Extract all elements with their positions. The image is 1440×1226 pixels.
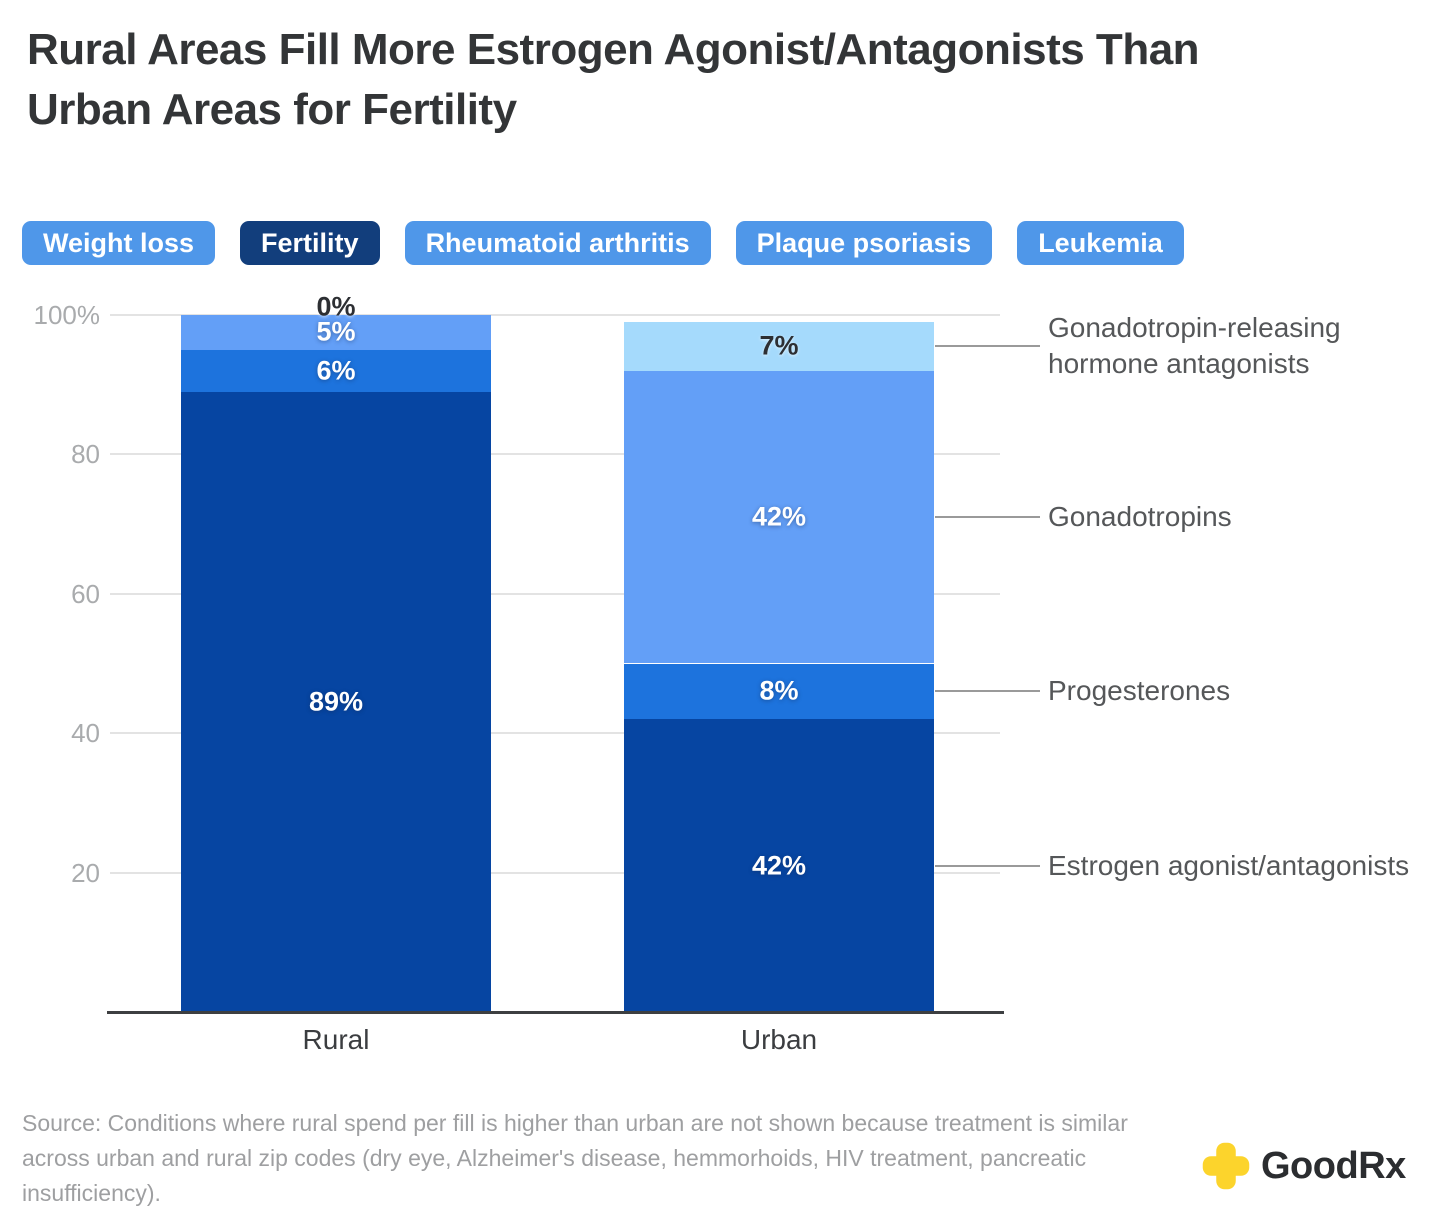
tab-rheumatoid-arthritis[interactable]: Rheumatoid arthritis: [404, 221, 711, 265]
gridline-20: [110, 871, 1000, 874]
value-label-urban-42: 42%: [751, 501, 807, 532]
value-label-rural-6: 6%: [316, 355, 356, 386]
gridline-80: [110, 453, 1000, 456]
series-label-gonadotropins: Gonadotropins: [1048, 501, 1232, 533]
series-label-gonadotropin-releasing-hormone-antagonists: Gonadotropin-releasing hormone antagonis…: [1048, 312, 1341, 380]
annotation-line-progesterones: [935, 690, 1040, 693]
x-axis-label-rural: Rural: [302, 1024, 370, 1055]
page-title-line1: Rural Areas Fill More Estrogen Agonist/A…: [27, 25, 1200, 74]
value-label-urban-7: 7%: [759, 330, 799, 361]
annotation-line-gonadotropin-releasing-hormone-antagonists: [935, 345, 1040, 348]
tab-leukemia[interactable]: Leukemia: [1017, 221, 1184, 265]
gridline-60: [110, 592, 1000, 595]
bar-segment-rural-gonadotropins: [181, 315, 491, 350]
y-axis-tick-20: 20: [71, 857, 100, 888]
value-label-urban-8: 8%: [759, 675, 799, 706]
page-title-line2: Urban Areas for Fertility: [27, 85, 517, 134]
series-label-estrogen-agonist-antagonists: Estrogen agonist/antagonists: [1048, 849, 1410, 881]
series-label-progesterones: Progesterones: [1048, 675, 1231, 707]
bar-segment-rural-estrogen-agonist-antagonists: [181, 391, 491, 1012]
goodrx-logo: GoodRx: [1202, 1142, 1406, 1190]
source-note: Source: Conditions where rural spend per…: [22, 1110, 1128, 1206]
gridline-100: [110, 314, 1000, 316]
x-axis-label-urban: Urban: [740, 1024, 818, 1055]
x-axis-line: [107, 1011, 1004, 1014]
y-axis-tick-100: 100%: [33, 300, 101, 330]
y-axis-tick-60: 60: [71, 578, 100, 609]
y-axis-tick-40: 40: [71, 718, 100, 749]
annotation-line-estrogen-agonist-antagonists: [935, 864, 1040, 867]
page-title: Rural Areas Fill More Estrogen Agonist/A…: [27, 20, 1427, 140]
value-label-rural-89: 89%: [308, 686, 364, 717]
tab-fertility[interactable]: Fertility: [240, 221, 380, 265]
condition-tabs: Weight loss Fertility Rheumatoid arthrit…: [22, 221, 1184, 265]
tab-weight-loss[interactable]: Weight loss: [22, 221, 216, 265]
value-label-rural-5: 5%: [316, 316, 356, 347]
value-label-rural-0: 0%: [316, 291, 356, 322]
tab-plaque-psoriasis[interactable]: Plaque psoriasis: [735, 221, 993, 265]
bar-segment-urban-estrogen-agonist-antagonists: [624, 719, 934, 1012]
bar-segment-urban-gonadotropins: [624, 370, 934, 664]
gridline-40: [110, 732, 1000, 735]
goodrx-logo-text: GoodRx: [1261, 1144, 1406, 1187]
goodrx-cross-icon: [1202, 1142, 1250, 1190]
annotation-line-gonadotropins: [935, 516, 1040, 519]
y-axis-tick-80: 80: [71, 439, 100, 470]
value-label-urban-42: 42%: [751, 850, 807, 881]
bar-segment-urban-gonadotropin-releasing-hormone-antagonists: [624, 321, 934, 371]
bar-segment-urban-progesterones: [624, 663, 934, 720]
bar-segment-rural-progesterones: [181, 349, 491, 392]
